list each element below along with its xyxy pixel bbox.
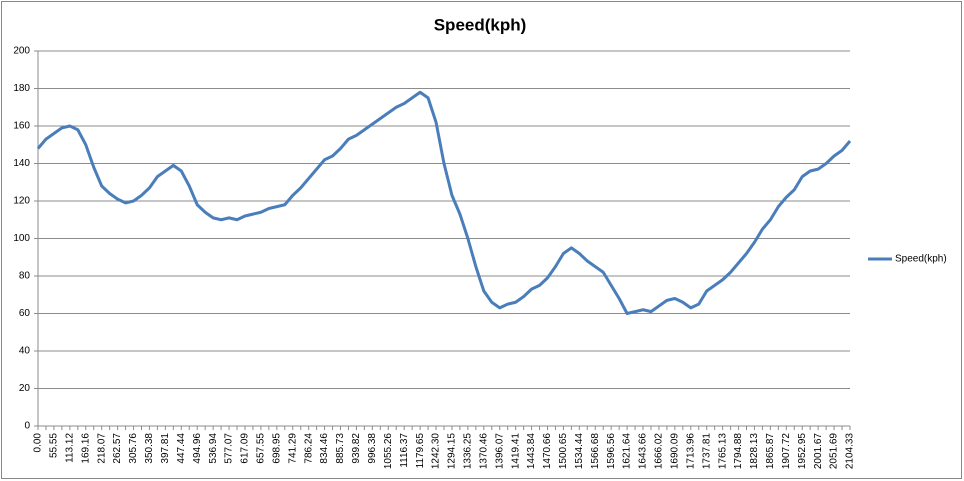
x-tick-label: 1713.96 bbox=[685, 433, 696, 470]
x-tick-label: 0.00 bbox=[33, 433, 44, 453]
x-tick-label: 2051.69 bbox=[829, 433, 840, 470]
x-tick-label: 1396.07 bbox=[494, 433, 505, 470]
x-tick-label: 1865.87 bbox=[765, 433, 776, 470]
x-tick-label: 1765.13 bbox=[717, 433, 728, 470]
x-tick-label: 657.55 bbox=[256, 433, 267, 464]
x-tick-label: 1907.72 bbox=[781, 433, 792, 470]
y-tick-label: 140 bbox=[13, 158, 30, 169]
y-tick-label: 80 bbox=[19, 271, 31, 282]
x-tick-label: 1116.37 bbox=[399, 433, 410, 468]
x-tick-label: 1294.15 bbox=[447, 433, 458, 470]
x-tick-label: 885.73 bbox=[335, 433, 346, 464]
x-tick-label: 1500.65 bbox=[558, 433, 569, 470]
x-tick-label: 698.95 bbox=[271, 433, 282, 464]
x-tick-label: 305.76 bbox=[128, 433, 139, 464]
x-tick-label: 1242.30 bbox=[431, 433, 442, 470]
y-tick-label: 100 bbox=[13, 233, 30, 244]
x-tick-label: 1566.68 bbox=[590, 433, 601, 470]
x-tick-label: 1419.41 bbox=[510, 433, 521, 470]
x-tick-label: 350.38 bbox=[144, 433, 155, 464]
x-tick-label: 169.16 bbox=[80, 433, 91, 464]
x-tick-label: 218.07 bbox=[96, 433, 107, 464]
x-tick-label: 1336.25 bbox=[463, 433, 474, 470]
x-tick-label: 741.29 bbox=[287, 433, 298, 464]
x-tick-label: 2104.33 bbox=[845, 433, 856, 470]
x-tick-label: 1534.44 bbox=[574, 433, 585, 470]
x-tick-label: 262.57 bbox=[112, 433, 123, 464]
x-tick-label: 1443.84 bbox=[526, 433, 537, 470]
x-tick-label: 55.55 bbox=[49, 433, 60, 458]
x-tick-label: 447.44 bbox=[176, 433, 187, 464]
y-tick-label: 160 bbox=[13, 121, 30, 132]
y-tick-label: 40 bbox=[19, 346, 31, 357]
x-tick-label: 1737.81 bbox=[701, 433, 712, 470]
x-tick-label: 1596.56 bbox=[606, 433, 617, 470]
line-series bbox=[36, 90, 852, 315]
x-tick-label: 996.38 bbox=[367, 433, 378, 464]
x-tick-label: 1055.26 bbox=[383, 433, 394, 470]
y-tick-label: 200 bbox=[13, 46, 30, 57]
x-tick-label: 1690.09 bbox=[670, 433, 681, 470]
x-tick-label: 536.94 bbox=[208, 433, 219, 464]
x-tick-label: 1794.88 bbox=[733, 433, 744, 470]
x-tick-label: 1470.66 bbox=[542, 433, 553, 470]
x-tick-label: 1643.66 bbox=[638, 433, 649, 470]
x-tick-label: 939.82 bbox=[351, 433, 362, 464]
x-tick-label: 1828.13 bbox=[749, 433, 760, 470]
x-tick-label: 113.12 bbox=[64, 433, 75, 463]
x-tick-label: 397.81 bbox=[160, 433, 171, 464]
x-tick-label: 1952.95 bbox=[797, 433, 808, 470]
x-tick-label: 786.24 bbox=[303, 433, 314, 464]
y-tick-label: 120 bbox=[13, 196, 30, 207]
x-tick-label: 2001.67 bbox=[813, 433, 824, 470]
chart-title: Speed(kph) bbox=[434, 15, 527, 34]
y-tick-label: 20 bbox=[19, 383, 31, 394]
y-tick-label: 180 bbox=[13, 83, 30, 94]
x-tick-label: 1370.46 bbox=[478, 433, 489, 470]
x-tick-label: 1621.64 bbox=[622, 433, 633, 470]
x-tick-label: 834.46 bbox=[319, 433, 330, 464]
x-tick-label: 1666.02 bbox=[654, 433, 665, 470]
y-tick-label: 60 bbox=[19, 308, 31, 319]
x-tick-label: 577.07 bbox=[224, 433, 235, 464]
x-tick-label: 617.09 bbox=[240, 433, 251, 464]
legend-label: Speed(kph) bbox=[895, 254, 947, 265]
y-tick-label: 0 bbox=[24, 421, 30, 432]
x-tick-label: 494.96 bbox=[192, 433, 203, 464]
x-tick-label: 1179.65 bbox=[415, 433, 426, 469]
